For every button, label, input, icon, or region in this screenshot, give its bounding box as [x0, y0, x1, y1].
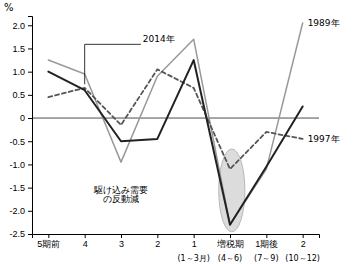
x-tick-mark — [194, 234, 195, 238]
x-tick-mark — [121, 234, 122, 238]
y-tick-label: 0 — [20, 113, 25, 123]
x-tick-mark — [230, 234, 231, 238]
x-tick: 1期後 — [255, 234, 278, 249]
x-tick-label: 1期後 — [255, 239, 278, 249]
y-tick-mark — [28, 211, 32, 212]
y-tick-label: 0.5 — [12, 90, 25, 100]
x-tick-label: 1 — [192, 239, 197, 249]
label-bracket — [85, 44, 141, 84]
x-tick-mark — [48, 234, 49, 238]
series-line — [48, 23, 302, 225]
y-tick-label: -0.5 — [9, 137, 25, 147]
x-tick-label: 増税期 — [216, 239, 244, 249]
y-tick: -2.5 — [9, 229, 32, 239]
x-sublabel: (1～3月) — [177, 254, 209, 263]
y-tick: 1.0 — [12, 67, 32, 77]
y-tick: 1.5 — [12, 44, 32, 54]
x-tick-mark — [303, 234, 304, 238]
zero-line — [32, 118, 319, 119]
x-tick-label: 3 — [119, 239, 124, 249]
x-tick: 1 — [192, 234, 197, 249]
y-tick-mark — [28, 72, 32, 73]
x-sublabel: (7～9) — [254, 254, 278, 263]
series-label: 1997年 — [308, 134, 340, 144]
x-tick-mark — [85, 234, 86, 238]
series-labels: 1989年 1997年 2014年 — [85, 18, 340, 144]
y-axis-line — [28, 17, 33, 235]
x-tick: 増税期 — [216, 234, 244, 249]
y-tick-label: 1.5 — [12, 44, 25, 54]
x-tick: 5期前 — [37, 234, 60, 249]
x-tick-label: 2 — [301, 239, 306, 249]
x-tick: 2 — [301, 234, 306, 249]
x-tick-label: 4 — [83, 239, 88, 249]
marks — [32, 23, 319, 232]
x-sublabel: (10～12) — [285, 254, 320, 263]
y-tick-label: -1.5 — [9, 183, 25, 193]
x-sublabels: (1～3月) (4～6) (7～9) (10～12) — [177, 254, 320, 263]
y-tick: -0.5 — [9, 137, 32, 147]
y-axis: -2.5 -2.0 -1.5 -1.0 -0.5 0 0.5 1.0 1.5 2.0 — [9, 17, 32, 240]
series-line — [48, 69, 302, 169]
y-tick-mark — [28, 188, 32, 189]
y-tick-mark — [28, 25, 32, 26]
series-label: 2014年 — [143, 34, 175, 44]
y-tick-label: 1.0 — [12, 67, 25, 77]
annotation: 駆け込み需要の反動減 — [93, 185, 148, 204]
annotation-line: の反動減 — [103, 194, 139, 204]
y-tick: -1.5 — [9, 183, 32, 193]
x-axis-line — [33, 235, 320, 239]
y-tick-mark — [28, 48, 32, 49]
x-tick: 3 — [119, 234, 124, 249]
x-tick: 2 — [155, 234, 160, 249]
y-tick: -1.0 — [9, 160, 32, 170]
series-line — [48, 60, 302, 225]
x-axis: 5期前 4 3 2 1 増税期 1期後 2 — [33, 234, 320, 249]
y-tick: 0.5 — [12, 90, 32, 100]
x-tick-label: 5期前 — [37, 239, 60, 249]
x-tick-mark — [157, 234, 158, 238]
y-tick-label: 2.0 — [12, 21, 25, 31]
y-tick-mark — [28, 164, 32, 165]
y-tick-label: -2.0 — [9, 206, 25, 216]
x-tick-mark — [266, 234, 267, 238]
y-tick: 2.0 — [12, 21, 32, 31]
x-sublabel: (4～6) — [218, 254, 242, 263]
plot: -2.5 -2.0 -1.5 -1.0 -0.5 0 0.5 1.0 1.5 2.0 5期前 4 3 2 1… — [4, 2, 340, 263]
x-tick-label: 2 — [155, 239, 160, 249]
series-label: 1989年 — [308, 18, 340, 28]
y-tick-mark — [28, 234, 32, 235]
y-tick-label: -1.0 — [9, 160, 25, 170]
y-tick-mark — [28, 95, 32, 96]
x-tick: 4 — [83, 234, 88, 249]
y-axis-title: % — [4, 2, 14, 13]
y-tick: -2.0 — [9, 206, 32, 216]
y-tick: 0 — [20, 113, 32, 123]
y-tick-mark — [28, 118, 32, 119]
chart: -2.5 -2.0 -1.5 -1.0 -0.5 0 0.5 1.0 1.5 2.0 5期前 4 3 2 1… — [0, 0, 355, 264]
y-tick-mark — [28, 141, 32, 142]
y-tick-label: -2.5 — [9, 229, 25, 239]
